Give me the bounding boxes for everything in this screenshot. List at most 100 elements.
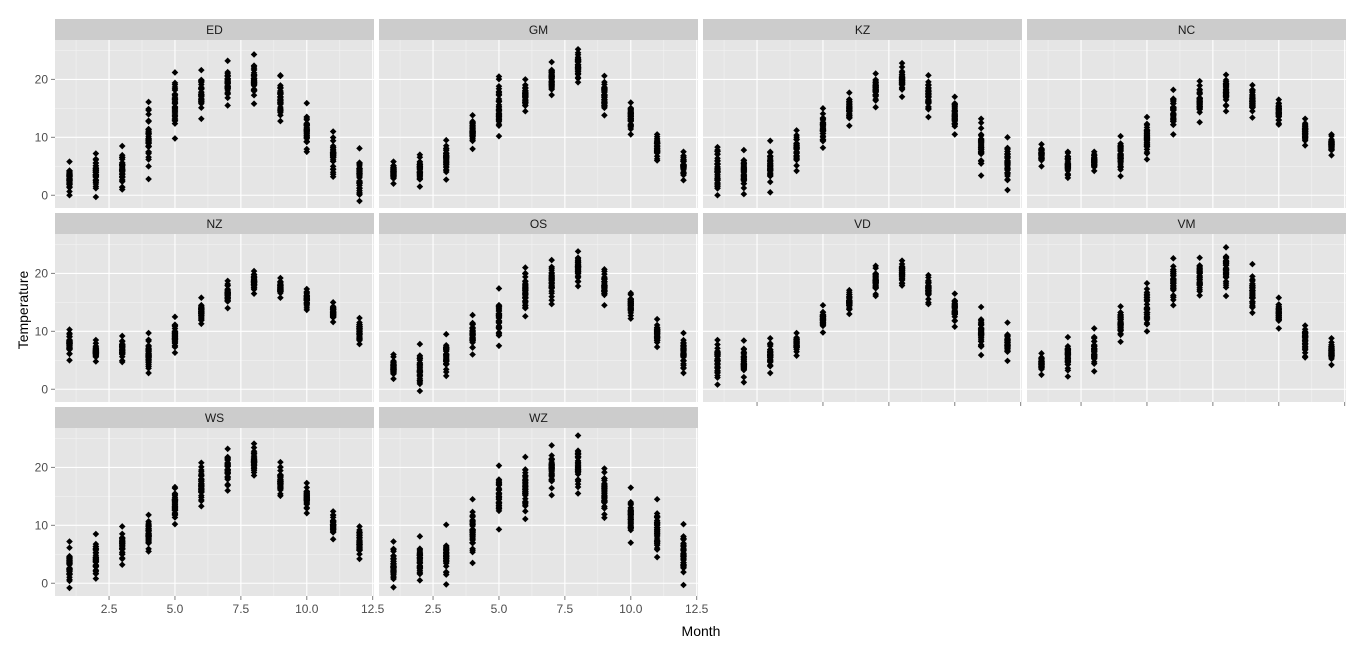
data-point — [171, 104, 179, 111]
data-point — [1328, 131, 1335, 138]
data-point — [766, 137, 774, 145]
data-point — [224, 57, 231, 65]
strip-background — [1027, 213, 1346, 234]
data-point — [356, 172, 363, 180]
data-point — [714, 151, 721, 158]
data-point — [303, 501, 311, 508]
data-point — [653, 533, 661, 541]
data-point — [224, 76, 231, 84]
data-point — [766, 189, 774, 196]
data-point — [548, 484, 555, 492]
data-point — [356, 529, 363, 536]
data-point — [872, 290, 879, 298]
data-point — [653, 149, 661, 156]
data-point — [145, 153, 152, 161]
data-point — [1143, 113, 1151, 121]
data-point — [118, 555, 126, 563]
strip-label: WZ — [529, 411, 548, 425]
data-point — [601, 112, 608, 119]
data-point — [277, 107, 284, 115]
data-point — [277, 286, 284, 293]
data-point — [390, 538, 397, 545]
data-point — [977, 119, 985, 127]
data-point — [1170, 276, 1177, 284]
data-point — [250, 100, 258, 108]
data-point — [846, 105, 853, 113]
strip-label: VD — [854, 217, 871, 231]
data-point — [1004, 157, 1011, 164]
data-point — [356, 184, 363, 192]
data-point — [574, 476, 582, 483]
data-point — [1143, 320, 1151, 328]
data-point — [522, 483, 529, 491]
panel-background — [1027, 40, 1346, 208]
data-point — [224, 70, 231, 77]
panel-background — [55, 428, 374, 596]
data-point — [819, 127, 827, 135]
panel-gm: GM — [379, 19, 698, 208]
data-point — [92, 150, 100, 157]
data-point — [1275, 105, 1283, 113]
data-point — [198, 98, 205, 106]
data-point — [303, 138, 311, 146]
data-point — [118, 539, 126, 547]
data-point — [495, 73, 503, 80]
data-point — [793, 127, 800, 134]
data-point — [92, 358, 100, 365]
data-point — [198, 104, 205, 112]
data-point — [277, 463, 284, 471]
data-point — [1170, 86, 1177, 94]
data-point — [145, 106, 152, 114]
data-point — [601, 514, 608, 522]
points — [66, 267, 363, 377]
data-point — [793, 329, 800, 337]
strip-background — [703, 213, 1022, 234]
data-point — [574, 277, 582, 285]
data-point — [329, 304, 337, 312]
data-point — [819, 319, 827, 327]
data-point — [601, 468, 608, 476]
data-point — [1117, 303, 1124, 310]
data-point — [1090, 333, 1098, 341]
data-point — [951, 311, 959, 318]
data-point — [442, 581, 450, 588]
data-point — [171, 328, 179, 336]
data-point — [390, 584, 397, 591]
data-point — [356, 327, 363, 335]
data-point — [469, 559, 476, 567]
panel-nc: NC — [1027, 19, 1346, 208]
data-point — [92, 347, 100, 354]
data-point — [1249, 89, 1256, 96]
data-point — [145, 135, 152, 142]
data-point — [627, 484, 635, 491]
data-point — [277, 98, 284, 106]
data-point — [1090, 358, 1098, 366]
data-point — [627, 105, 635, 113]
data-point — [574, 248, 582, 255]
data-point — [1117, 338, 1124, 346]
data-point — [653, 541, 661, 549]
data-point — [66, 167, 73, 174]
data-point — [329, 165, 337, 173]
gridlines — [1027, 40, 1346, 208]
data-point — [92, 570, 100, 578]
data-point — [522, 289, 529, 296]
data-point — [1004, 161, 1011, 169]
data-point — [118, 534, 126, 542]
data-point — [522, 466, 529, 473]
data-point — [145, 129, 152, 137]
data-point — [1328, 144, 1335, 152]
panel-background — [55, 234, 374, 402]
data-point — [1222, 107, 1230, 115]
data-point — [1064, 161, 1072, 168]
data-point — [171, 69, 179, 76]
data-point — [277, 103, 284, 111]
data-point — [390, 369, 397, 376]
data-point — [469, 321, 476, 328]
data-point — [303, 115, 311, 123]
data-point — [224, 102, 231, 109]
data-point — [574, 432, 582, 439]
data-point — [819, 315, 827, 323]
data-point — [601, 78, 608, 86]
